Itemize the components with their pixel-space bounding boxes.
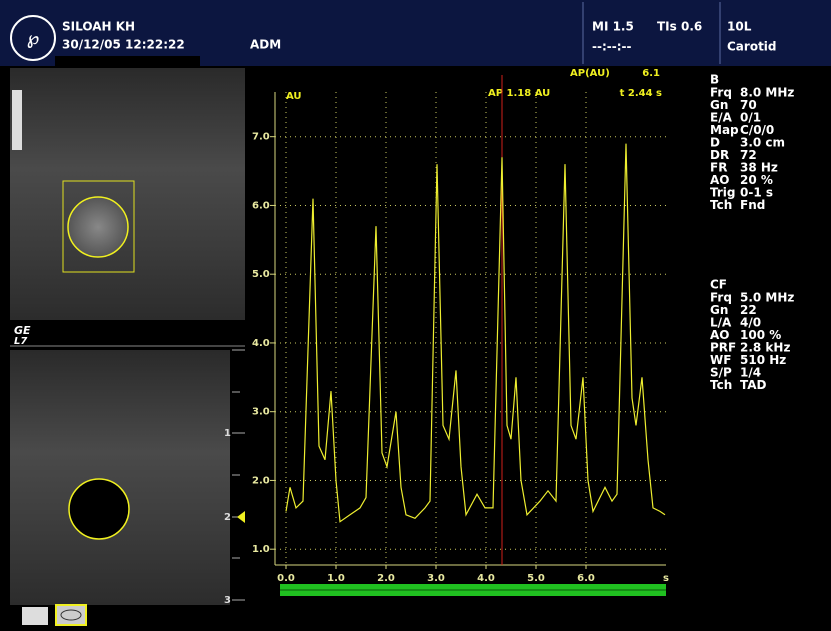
page: Ultrasound screen html,body{margin:0;pad… <box>0 0 831 627</box>
x-tick-label: 4.0 <box>477 573 495 584</box>
x-tick-label: 0.0 <box>277 573 295 584</box>
param-section: B <box>710 73 719 87</box>
depth-label: 1 <box>224 428 231 439</box>
body: {"header":{"patient":"SILOAH KH","dateti… <box>0 0 831 627</box>
cursor-time: t 2.44 s <box>620 88 662 99</box>
cf-image <box>10 350 230 605</box>
x-tick-label: 1.0 <box>327 573 345 584</box>
x-unit: s <box>663 573 669 584</box>
tool-icon[interactable] <box>22 607 48 625</box>
y-tick-label: 2.0 <box>252 475 270 486</box>
param-label: Tch <box>710 198 732 212</box>
probe: 10L <box>727 20 752 34</box>
clock: --:--:-- <box>592 40 632 54</box>
x-tick-label: 5.0 <box>527 573 545 584</box>
roi-circle <box>68 197 128 257</box>
cursor-readout: AP 1.18 AU <box>488 88 550 99</box>
y-tick-label: 7.0 <box>252 132 270 143</box>
y-tick-label: 5.0 <box>252 269 270 280</box>
x-tick-label: 6.0 <box>577 573 595 584</box>
param-label: Tch <box>710 378 732 392</box>
y-tick-label: 3.0 <box>252 407 270 418</box>
b-mode-image <box>10 68 245 320</box>
mi-index: MI 1.5 <box>592 20 634 34</box>
preset: Carotid <box>727 40 777 54</box>
y-tick-label: 4.0 <box>252 338 270 349</box>
screen: ℘ SILOAH KH 30/12/05 12:22:22 ADM MI 1.5… <box>0 0 831 627</box>
readout-label: AP(AU) <box>570 68 610 79</box>
ge-logo-mark: ℘ <box>27 28 40 49</box>
x-tick-label: 2.0 <box>377 573 395 584</box>
operator: ADM <box>250 38 281 52</box>
param-value: Fnd <box>740 198 765 212</box>
date-time: 30/12/05 12:22:22 <box>62 38 185 52</box>
param-value: TAD <box>740 378 767 392</box>
y-axis-label: AU <box>286 91 302 102</box>
y-tick-label: 6.0 <box>252 200 270 211</box>
probe-logo: L7 <box>14 336 27 347</box>
roi-circle <box>69 479 129 539</box>
y-tick-label: 1.0 <box>252 544 270 555</box>
focus-marker <box>237 511 245 523</box>
x-tick-label: 3.0 <box>427 573 445 584</box>
tis-index: TIs 0.6 <box>657 20 702 34</box>
gray-bar <box>12 90 22 150</box>
depth-label: 2 <box>224 512 231 523</box>
readout-value: 6.1 <box>642 68 660 79</box>
patient-name: SILOAH KH <box>62 20 135 34</box>
depth-label: 3 <box>224 595 231 606</box>
depth-ticks <box>232 350 245 600</box>
param-section: CF <box>710 278 727 292</box>
trace <box>286 144 665 522</box>
